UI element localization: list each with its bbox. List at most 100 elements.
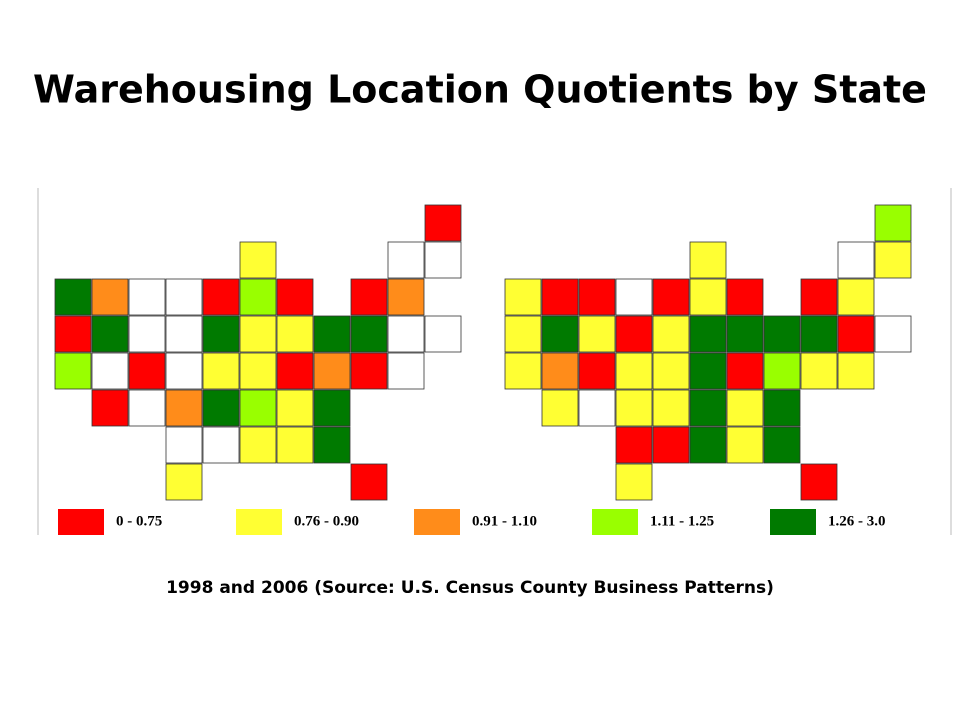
state (541, 315, 579, 353)
state (837, 315, 875, 353)
state (202, 352, 240, 390)
state (800, 278, 838, 316)
legend-label: 0.76 - 0.90 (294, 513, 359, 529)
state (615, 315, 653, 353)
state (689, 241, 727, 279)
state (541, 278, 579, 316)
state (541, 352, 579, 390)
state (652, 389, 690, 427)
state (91, 315, 129, 353)
state (202, 278, 240, 316)
state (424, 315, 462, 353)
state (276, 352, 314, 390)
state (615, 463, 653, 501)
state (202, 389, 240, 427)
legend-label: 1.26 - 3.0 (828, 513, 886, 529)
state (54, 278, 92, 316)
state (350, 315, 388, 353)
state (615, 352, 653, 390)
state (837, 278, 875, 316)
state (387, 241, 425, 279)
legend-swatch (58, 509, 104, 535)
state (128, 278, 166, 316)
state (652, 352, 690, 390)
state (165, 278, 203, 316)
state (424, 204, 462, 242)
state (239, 241, 277, 279)
state (202, 426, 240, 464)
legend-swatch (236, 509, 282, 535)
state (800, 352, 838, 390)
state (276, 278, 314, 316)
state (276, 389, 314, 427)
state (578, 315, 616, 353)
state (689, 426, 727, 464)
state (726, 389, 764, 427)
state (874, 315, 912, 353)
state (726, 315, 764, 353)
state (504, 278, 542, 316)
state (578, 352, 616, 390)
state (239, 426, 277, 464)
state (387, 315, 425, 353)
state (91, 278, 129, 316)
state (615, 389, 653, 427)
state (387, 352, 425, 390)
state (726, 352, 764, 390)
state (54, 352, 92, 390)
legend-label: 1.11 - 1.25 (650, 513, 714, 529)
state (387, 278, 425, 316)
state (800, 315, 838, 353)
state (689, 315, 727, 353)
state (239, 315, 277, 353)
caption: 1998 and 2006 (Source: U.S. Census Count… (166, 578, 774, 598)
state (763, 426, 801, 464)
state (874, 241, 912, 279)
state (689, 352, 727, 390)
state (165, 426, 203, 464)
state (165, 463, 203, 501)
state (578, 389, 616, 427)
state (350, 278, 388, 316)
state (165, 389, 203, 427)
legend-label: 0.91 - 1.10 (472, 513, 537, 529)
state (128, 389, 166, 427)
state (837, 241, 875, 279)
state (313, 352, 351, 390)
state (837, 352, 875, 390)
state (313, 315, 351, 353)
state (128, 352, 166, 390)
state (313, 426, 351, 464)
legend-swatch (414, 509, 460, 535)
state (128, 315, 166, 353)
legend-swatch (592, 509, 638, 535)
legend-label: 0 - 0.75 (116, 513, 162, 529)
state (239, 352, 277, 390)
state (504, 315, 542, 353)
state (165, 315, 203, 353)
state (578, 278, 616, 316)
state (239, 278, 277, 316)
state (504, 352, 542, 390)
state (202, 315, 240, 353)
state (689, 278, 727, 316)
state (652, 315, 690, 353)
state (91, 389, 129, 427)
state (541, 389, 579, 427)
state (652, 426, 690, 464)
legend-swatch (770, 509, 816, 535)
state (276, 315, 314, 353)
slide-title: Warehousing Location Quotients by State (33, 68, 927, 112)
state (350, 463, 388, 501)
state (763, 352, 801, 390)
state (313, 389, 351, 427)
state (726, 426, 764, 464)
state (652, 278, 690, 316)
state (615, 278, 653, 316)
state (615, 426, 653, 464)
state (165, 352, 203, 390)
state (350, 352, 388, 390)
state (239, 389, 277, 427)
state (800, 463, 838, 501)
